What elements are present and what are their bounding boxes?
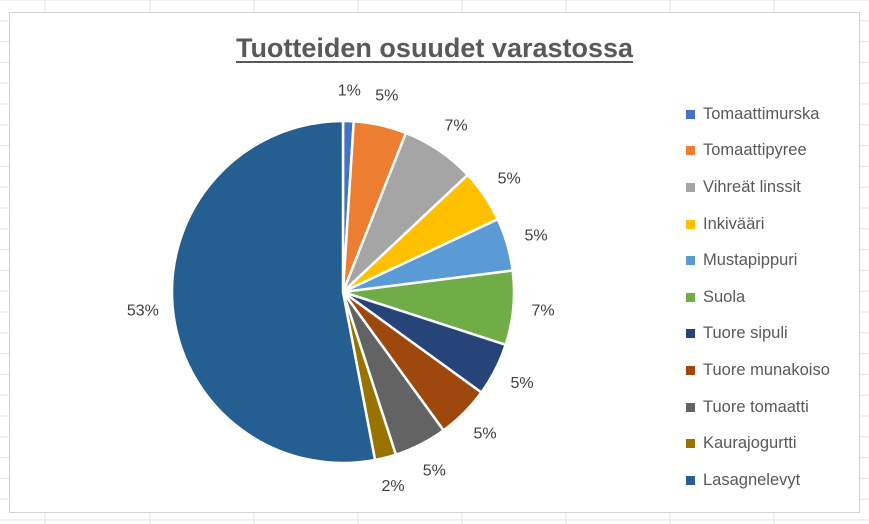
data-label-5: 7% [532,302,555,319]
legend-item-2[interactable]: Vihreät linssit [686,169,862,206]
legend-item-9[interactable]: Kaurajogurtti [686,425,862,462]
data-label-4: 5% [524,227,547,244]
data-label-0: 1% [338,83,361,100]
chart-title[interactable]: Tuotteiden osuudet varastossa [235,33,634,63]
legend-label: Tuore munakoiso [703,360,830,379]
data-label-6: 5% [511,375,534,392]
data-label-3: 5% [498,171,521,188]
data-label-2: 7% [444,117,467,134]
legend-swatch [686,365,695,375]
legend-swatch [686,146,695,156]
data-label-8: 5% [423,463,446,480]
legend-label: Vihreät linssit [703,177,801,196]
data-label-7: 5% [474,426,497,443]
legend-swatch [686,439,695,449]
legend-swatch [686,182,695,192]
legend-item-5[interactable]: Suola [686,279,862,316]
legend-label: Tomaattimurska [703,104,820,123]
pie-slice-10[interactable] [170,119,377,465]
legend-swatch [686,109,695,119]
legend-label: Inkivääri [703,214,765,233]
legend-label: Tuore tomaatti [703,397,809,416]
legend-label: Suola [703,287,746,306]
legend-swatch [686,402,695,412]
legend-label: Tuore sipuli [703,324,788,343]
legend-item-10[interactable]: Lasagnelevyt [686,462,862,499]
legend-label: Tomaattipyree [703,141,807,160]
legend-swatch [686,329,695,339]
legend-swatch [686,219,695,229]
legend-item-0[interactable]: Tomaattimurska [686,96,862,133]
legend-label: Kaurajogurtti [703,434,797,453]
legend-swatch [686,292,695,302]
legend-swatch [686,256,695,266]
data-label-1: 5% [375,87,398,104]
legend-label: Mustapippuri [703,251,798,270]
data-label-9: 2% [381,478,404,495]
legend-item-7[interactable]: Tuore munakoiso [686,352,862,389]
legend-label: Lasagnelevyt [703,470,801,489]
legend-swatch [686,475,695,485]
legend-item-3[interactable]: Inkivääri [686,206,862,243]
legend-item-6[interactable]: Tuore sipuli [686,316,862,353]
legend-item-4[interactable]: Mustapippuri [686,242,862,279]
data-label-10: 53% [127,302,159,319]
legend[interactable]: Tomaattimurska Tomaattipyree Vihreät linss… [686,96,862,499]
legend-item-1[interactable]: Tomaattipyree [686,133,862,170]
legend-item-8[interactable]: Tuore tomaatti [686,389,862,426]
